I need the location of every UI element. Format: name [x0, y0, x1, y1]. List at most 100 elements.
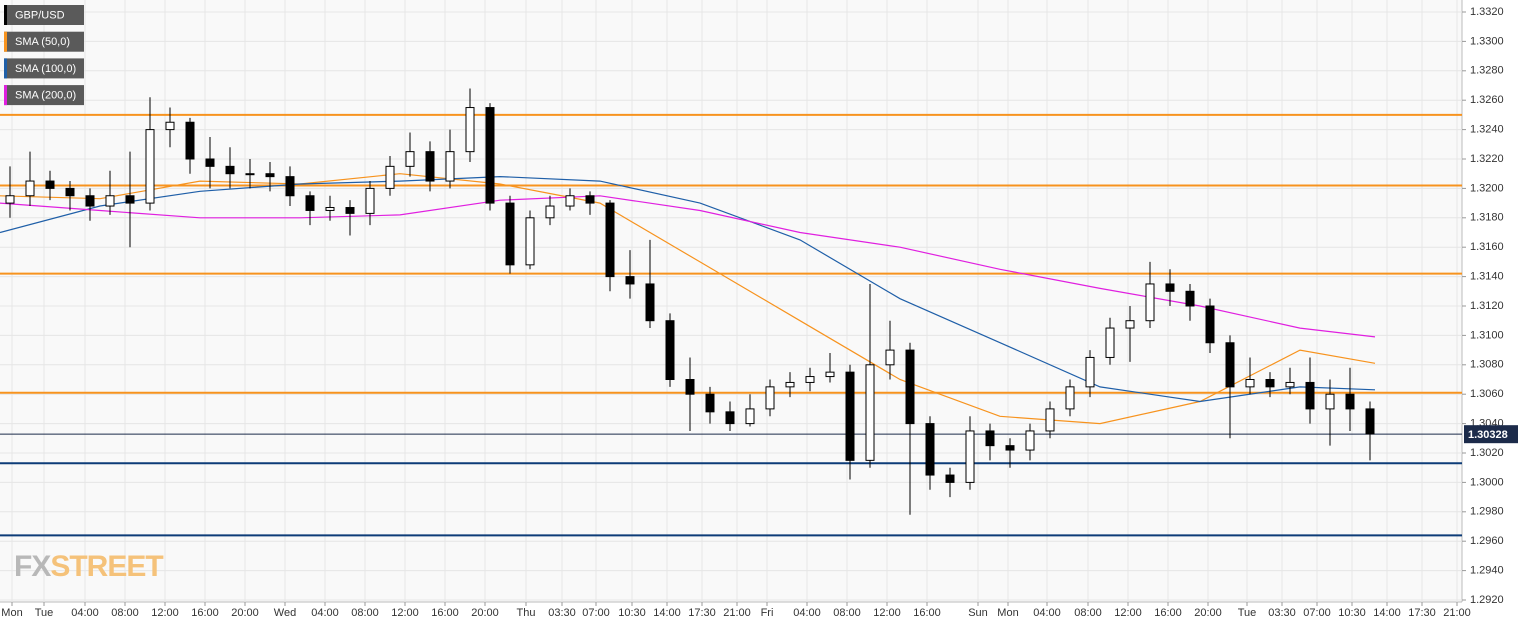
x-tick-label: 04:00 [793, 607, 821, 619]
candle-body [265, 173, 275, 178]
candle-body [725, 411, 735, 425]
candle-body [1285, 381, 1295, 388]
watermark-fx: FX [14, 550, 51, 583]
sma-line [0, 175, 1376, 403]
y-tick-label: 1.3180 [1470, 212, 1504, 224]
x-tick-label: 16:00 [191, 607, 219, 619]
candle-body [165, 121, 175, 131]
x-tick-label: Mon [1, 607, 22, 619]
sma-line [0, 195, 1376, 338]
candle-body [385, 165, 395, 189]
candle-body [685, 379, 695, 395]
legend-box [4, 5, 84, 25]
candle-body [1305, 381, 1315, 410]
last-price-label: 1.30328 [1468, 429, 1508, 441]
candle-body [125, 195, 135, 204]
candle-body [765, 386, 775, 410]
x-tick-label: Mon [997, 607, 1018, 619]
candle-body [1165, 283, 1175, 292]
x-tick-label: 12:00 [873, 607, 901, 619]
candle-body [225, 165, 235, 175]
legend-box [4, 85, 84, 106]
y-tick-label: 1.3080 [1470, 359, 1504, 371]
legend-swatch [4, 5, 7, 25]
y-tick-label: 1.3160 [1470, 241, 1504, 253]
candle-body [865, 364, 875, 461]
x-tick-label: 12:00 [1114, 607, 1142, 619]
candle-body [65, 187, 75, 197]
candle-body [1185, 290, 1195, 307]
candle-body [545, 205, 555, 219]
x-tick-label: 03:30 [1268, 607, 1296, 619]
candle-body [405, 151, 415, 167]
candle-body [1125, 320, 1135, 329]
sma-line [0, 173, 1376, 425]
candle-body [1045, 408, 1055, 432]
x-tick-label: 03:30 [548, 607, 576, 619]
legend-box [4, 31, 84, 52]
x-tick-label: 10:30 [1338, 607, 1366, 619]
legend-box [4, 58, 84, 79]
candle-body [585, 195, 595, 204]
candle-body [785, 381, 795, 388]
candle-body [905, 349, 915, 425]
candle-body [625, 276, 635, 285]
legend-label: SMA (200,0) [15, 90, 76, 102]
candle-body [1025, 430, 1035, 451]
candle-body [105, 195, 115, 207]
x-tick-label: 08:00 [833, 607, 861, 619]
y-tick-label: 1.3220 [1470, 153, 1504, 165]
x-tick-label: 04:00 [311, 607, 339, 619]
candle-body [1065, 386, 1075, 410]
y-tick-label: 1.3200 [1470, 182, 1504, 194]
candle-body [1345, 393, 1355, 410]
marks [0, 88, 1376, 515]
axes: 1.2920 1.2940 1.2960 1.2980 1.3000 1.3020 1.30… [1, 6, 1518, 619]
candle-body [745, 408, 755, 425]
y-tick-label: 1.3320 [1470, 6, 1504, 18]
candle-body [1365, 408, 1375, 435]
y-tick-label: 1.2960 [1470, 535, 1504, 547]
x-tick-label: Fri [761, 607, 774, 619]
x-tick-label: Tue [35, 607, 54, 619]
candle-body [85, 195, 95, 207]
y-tick-label: 1.2940 [1470, 565, 1504, 577]
y-tick-label: 1.3240 [1470, 124, 1504, 136]
candle-body [445, 151, 455, 182]
legend-swatch [4, 85, 7, 106]
x-tick-label: Tue [1238, 607, 1257, 619]
x-tick-label: 14:00 [1373, 607, 1401, 619]
x-tick-label: 04:00 [1033, 607, 1061, 619]
candle-body [45, 180, 55, 189]
legend: GBP/USD SMA (50,0) SMA (100,0) SMA (200,0) [4, 5, 84, 106]
candle-body [1245, 379, 1255, 388]
y-tick-label: 1.2980 [1470, 506, 1504, 518]
x-tick-label: 20:00 [471, 607, 499, 619]
x-tick-label: 12:00 [151, 607, 179, 619]
x-tick-label: 08:00 [1074, 607, 1102, 619]
candle-body [185, 121, 195, 160]
x-tick-label: 20:00 [1194, 607, 1222, 619]
y-tick-label: 1.3300 [1470, 35, 1504, 47]
x-tick-label: 04:00 [71, 607, 99, 619]
candle-body [705, 393, 715, 413]
legend-swatch [4, 31, 7, 52]
x-tick-label: Wed [274, 607, 296, 619]
last-price-tag [1464, 425, 1518, 444]
x-tick-label: 20:00 [231, 607, 259, 619]
candle-body [805, 376, 815, 383]
legend-label: SMA (50,0) [15, 36, 70, 48]
candle-body [885, 349, 895, 366]
candle-body [305, 195, 315, 211]
watermark-street: STREET [50, 550, 163, 583]
y-tick-label: 1.3280 [1470, 65, 1504, 77]
watermark: FXSTREET [14, 550, 163, 583]
candle-body [1105, 327, 1115, 358]
y-tick-label: 1.3140 [1470, 271, 1504, 283]
x-tick-label: 17:30 [1408, 607, 1436, 619]
candle-body [845, 371, 855, 461]
x-tick-label: 12:00 [391, 607, 419, 619]
y-tick-label: 1.2920 [1470, 594, 1504, 606]
legend-label: SMA (100,0) [15, 63, 76, 75]
